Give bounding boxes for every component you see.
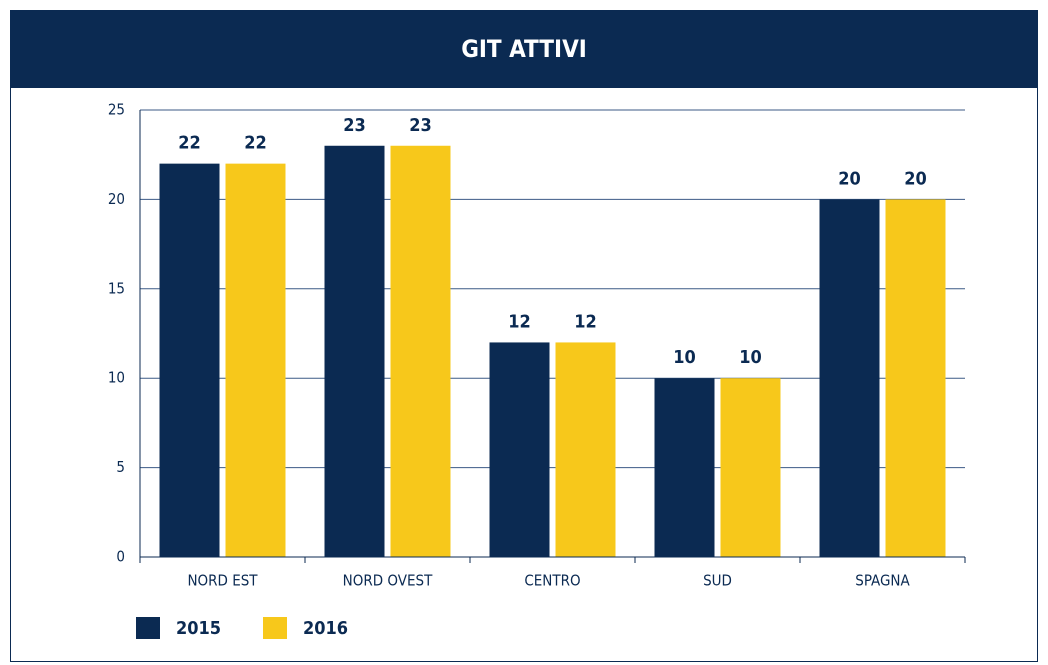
value-label: 22 xyxy=(178,133,201,154)
x-tick-label: CENTRO xyxy=(524,572,580,590)
x-tick-label: NORD OVEST xyxy=(343,572,433,590)
legend-swatch xyxy=(263,617,287,639)
value-label: 23 xyxy=(409,115,432,136)
header xyxy=(10,10,1038,88)
bar xyxy=(390,145,451,557)
value-label: 12 xyxy=(574,311,597,332)
bar xyxy=(489,342,550,557)
bar xyxy=(555,342,616,557)
value-label: 20 xyxy=(904,168,927,189)
value-label: 23 xyxy=(343,115,366,136)
bar xyxy=(885,199,946,557)
y-tick-label: 10 xyxy=(108,369,125,387)
x-tick-label: SUD xyxy=(703,572,732,590)
y-tick-label: 20 xyxy=(108,190,125,208)
y-tick-label: 5 xyxy=(116,458,125,476)
legend-label: 2016 xyxy=(303,618,348,639)
value-label: 12 xyxy=(508,311,531,332)
legend-label: 2015 xyxy=(176,618,221,639)
y-tick-label: 0 xyxy=(116,548,125,566)
chart-title: GIT ATTIVI xyxy=(461,35,587,63)
y-tick-label: 15 xyxy=(108,279,125,297)
bar xyxy=(159,163,220,557)
x-tick-label: SPAGNA xyxy=(855,572,910,590)
bar xyxy=(654,378,715,557)
bar xyxy=(819,199,880,557)
bar xyxy=(720,378,781,557)
value-label: 10 xyxy=(739,347,762,368)
value-label: 22 xyxy=(244,133,267,154)
bar xyxy=(324,145,385,557)
value-label: 20 xyxy=(838,168,861,189)
legend-swatch xyxy=(136,617,160,639)
value-label: 10 xyxy=(673,347,696,368)
y-tick-label: 25 xyxy=(108,101,125,119)
x-tick-label: NORD EST xyxy=(187,572,258,590)
bar xyxy=(225,163,286,557)
